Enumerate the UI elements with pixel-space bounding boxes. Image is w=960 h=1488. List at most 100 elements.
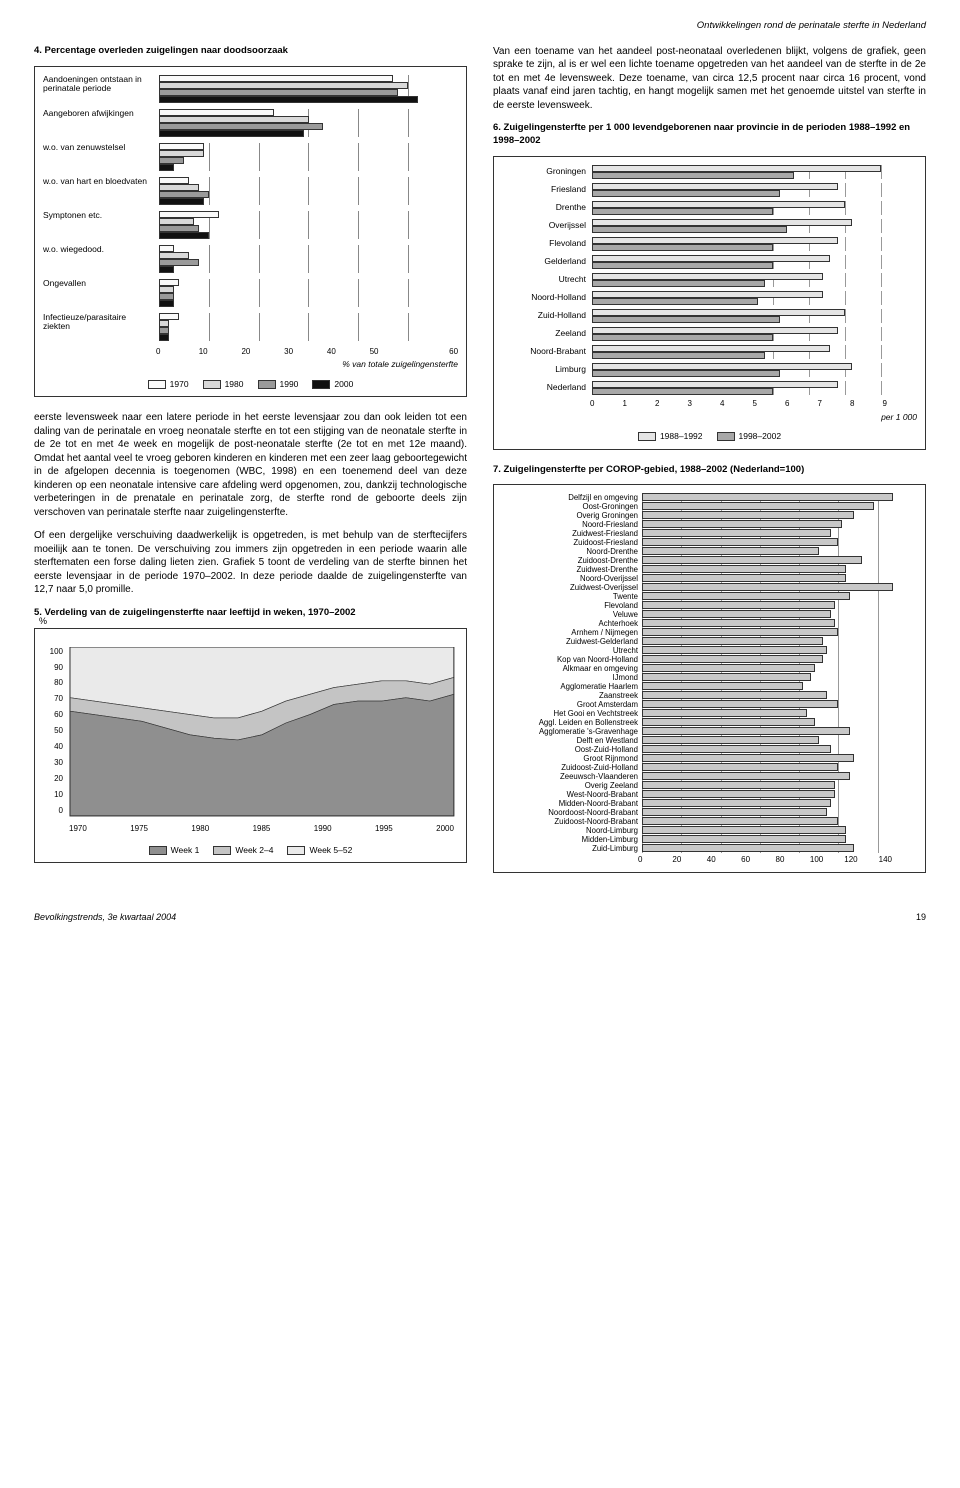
chart7-bar (642, 538, 838, 546)
chart7-row: Noord-Overijssel (502, 574, 917, 583)
chart6-label: Noord-Brabant (502, 346, 592, 357)
chart7-label: Zuidwest-Drenthe (502, 566, 642, 575)
chart7-bar (642, 790, 835, 798)
chart6-label: Limburg (502, 364, 592, 375)
chart7-bar (642, 493, 893, 501)
chart6-bar (592, 190, 780, 197)
chart7-bar (642, 610, 831, 618)
chart7-bar (642, 808, 827, 816)
chart7-bar-wrap (642, 583, 917, 592)
chart6-row: Drenthe (502, 201, 917, 215)
chart7-bar (642, 619, 835, 627)
chart7-bar (642, 637, 823, 645)
chart6-bar (592, 244, 773, 251)
chart4-bar (159, 191, 209, 198)
chart4-bar-group (159, 279, 458, 307)
legend-item: 1990 (258, 379, 299, 390)
chart6-bar (592, 255, 830, 262)
chart7-bar (642, 556, 862, 564)
chart4-bar (159, 164, 174, 171)
legend-item: Week 5–52 (287, 845, 352, 856)
chart6-bar (592, 334, 773, 341)
chart4-category-label: w.o. wiegedood. (43, 245, 159, 255)
body-paragraph-2: Of een dergelijke verschuiving daadwerke… (34, 529, 467, 597)
chart7-bar-wrap (642, 700, 917, 709)
chart4-bar (159, 320, 169, 327)
chart7-bar-wrap (642, 790, 917, 799)
chart7-label: Zaanstreek (502, 692, 642, 701)
legend-label: Week 5–52 (309, 845, 352, 856)
chart7-bar (642, 763, 838, 771)
chart7-row: Agglomeratie Haarlem (502, 682, 917, 691)
chart7-label: Aggl. Leiden en Bollenstreek (502, 719, 642, 728)
chart7-label: Veluwe (502, 611, 642, 620)
chart5-legend: Week 1Week 2–4Week 5–52 (43, 845, 458, 856)
chart7-bar-wrap (642, 502, 917, 511)
chart5-yaxis: 1009080706050403020100 (41, 647, 63, 817)
chart7-label: Delfzijl en omgeving (502, 494, 642, 503)
chart6-bar (592, 172, 794, 179)
chart7-bar-wrap (642, 736, 917, 745)
chart7-bar-wrap (642, 520, 917, 529)
legend-swatch (258, 380, 276, 389)
chart6-bar-group (592, 255, 917, 269)
chart7-label: Zuidwest-Gelderland (502, 638, 642, 647)
chart7-bar-wrap (642, 646, 917, 655)
chart7-bar-wrap (642, 619, 917, 628)
chart7-label: Arnhem / Nijmegen (502, 629, 642, 638)
chart7-label: Zuidoost-Friesland (502, 539, 642, 548)
legend-swatch (638, 432, 656, 441)
chart4-category-label: Infectieuze/parasitaire ziekten (43, 313, 159, 333)
chart4-bar (159, 82, 408, 89)
chart7-row: Zuidwest-Gelderland (502, 637, 917, 646)
right-column: Van een toename van het aandeel post-neo… (493, 45, 926, 887)
chart7-box: Delfzijl en omgevingOost-GroningenOverig… (493, 484, 926, 873)
chart6-label: Zeeland (502, 328, 592, 339)
chart4-bar (159, 225, 199, 232)
chart7-row: Delfzijl en omgeving (502, 493, 917, 502)
chart7-bar (642, 601, 835, 609)
legend-swatch (149, 846, 167, 855)
chart7-label: Groot Amsterdam (502, 701, 642, 710)
chart6-row: Zuid-Holland (502, 309, 917, 323)
legend-item: Week 2–4 (213, 845, 273, 856)
legend-swatch (717, 432, 735, 441)
chart7-label: Zuidwest-Friesland (502, 530, 642, 539)
chart7-bar-wrap (642, 529, 917, 538)
chart4-bar (159, 266, 174, 273)
chart7-bar (642, 817, 838, 825)
chart7-bar-wrap (642, 826, 917, 835)
chart7-label: Zuidwest-Overijssel (502, 584, 642, 593)
chart7-row: Overig Zeeland (502, 781, 917, 790)
chart4-category-row: Aangeboren afwijkingen (43, 109, 458, 137)
legend-label: 1990 (280, 379, 299, 390)
chart6-bar-group (592, 291, 917, 305)
legend-item: 1980 (203, 379, 244, 390)
chart6-bar (592, 352, 765, 359)
chart7-bar-wrap (642, 718, 917, 727)
chart6-xaxis: 0123456789 (592, 399, 917, 410)
chart7-bar-wrap (642, 754, 917, 763)
chart6-bar-group (592, 183, 917, 197)
chart6-bar (592, 345, 830, 352)
chart4-bar (159, 150, 204, 157)
legend-item: 1988–1992 (638, 431, 703, 442)
chart7-row: Twente (502, 592, 917, 601)
legend-label: 1998–2002 (739, 431, 782, 442)
chart7-label: Groot Rijnmond (502, 755, 642, 764)
chart7-bar (642, 574, 846, 582)
chart6-bar (592, 381, 838, 388)
chart6-row: Friesland (502, 183, 917, 197)
chart7-bar-wrap (642, 817, 917, 826)
chart7-row: Veluwe (502, 610, 917, 619)
chart6-row: Noord-Holland (502, 291, 917, 305)
chart7-bar (642, 745, 831, 753)
chart6-row: Zeeland (502, 327, 917, 341)
legend-swatch (148, 380, 166, 389)
chart7-row: Agglomeratie 's-Gravenhage (502, 727, 917, 736)
chart6-bar (592, 208, 773, 215)
chart4-bar (159, 177, 189, 184)
chart7-bar-wrap (642, 637, 917, 646)
chart4-bar-group (159, 109, 458, 137)
chart4-bar-group (159, 143, 458, 171)
